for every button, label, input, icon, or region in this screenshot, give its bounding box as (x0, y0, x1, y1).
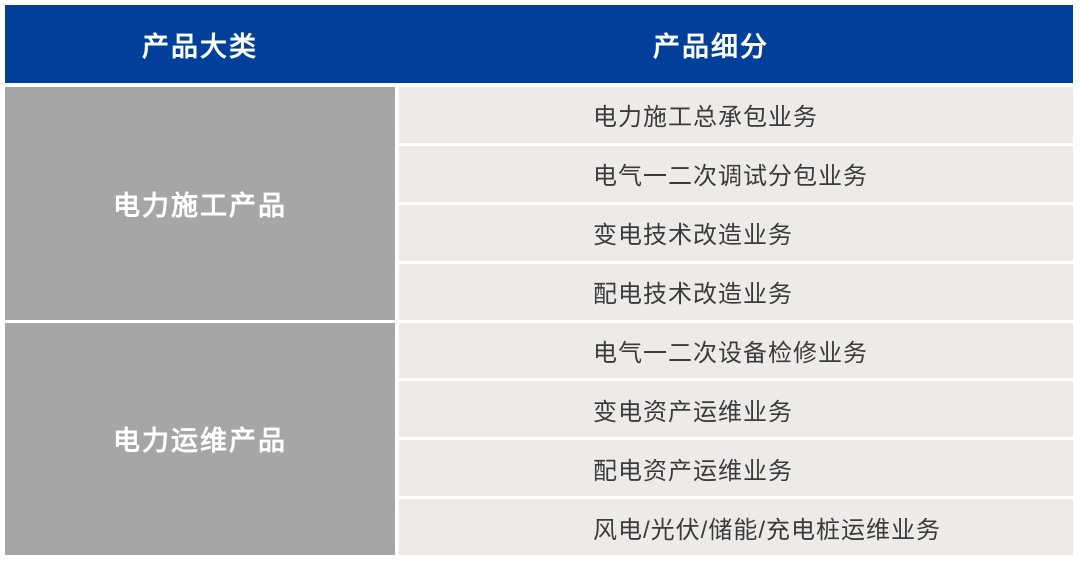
product-table: 产品大类 产品细分 电力施工产品 电力施工总承包业务 电气一二次调试分包业务 变… (5, 5, 1073, 556)
table-row-item: 变电技术改造业务 (399, 204, 1073, 261)
table-header-row: 产品大类 产品细分 (5, 5, 1073, 83)
table-row-item: 配电技术改造业务 (399, 263, 1073, 320)
category-cell-power-operation-maintenance: 电力运维产品 (5, 322, 395, 556)
category-cell-power-construction: 电力施工产品 (5, 87, 395, 320)
table-row-item: 电气一二次设备检修业务 (399, 322, 1073, 379)
header-product-subdivision: 产品细分 (653, 31, 769, 62)
table-row-item: 电气一二次调试分包业务 (399, 145, 1073, 202)
table-row-item: 变电资产运维业务 (399, 381, 1073, 438)
table-row-item: 电力施工总承包业务 (399, 87, 1073, 143)
table-row-item: 风电/光伏/储能/充电桩运维业务 (399, 499, 1073, 556)
header-product-category: 产品大类 (142, 31, 258, 62)
table-body: 电力施工产品 电力施工总承包业务 电气一二次调试分包业务 变电技术改造业务 配电… (5, 87, 1073, 556)
table-row-item: 配电资产运维业务 (399, 440, 1073, 497)
